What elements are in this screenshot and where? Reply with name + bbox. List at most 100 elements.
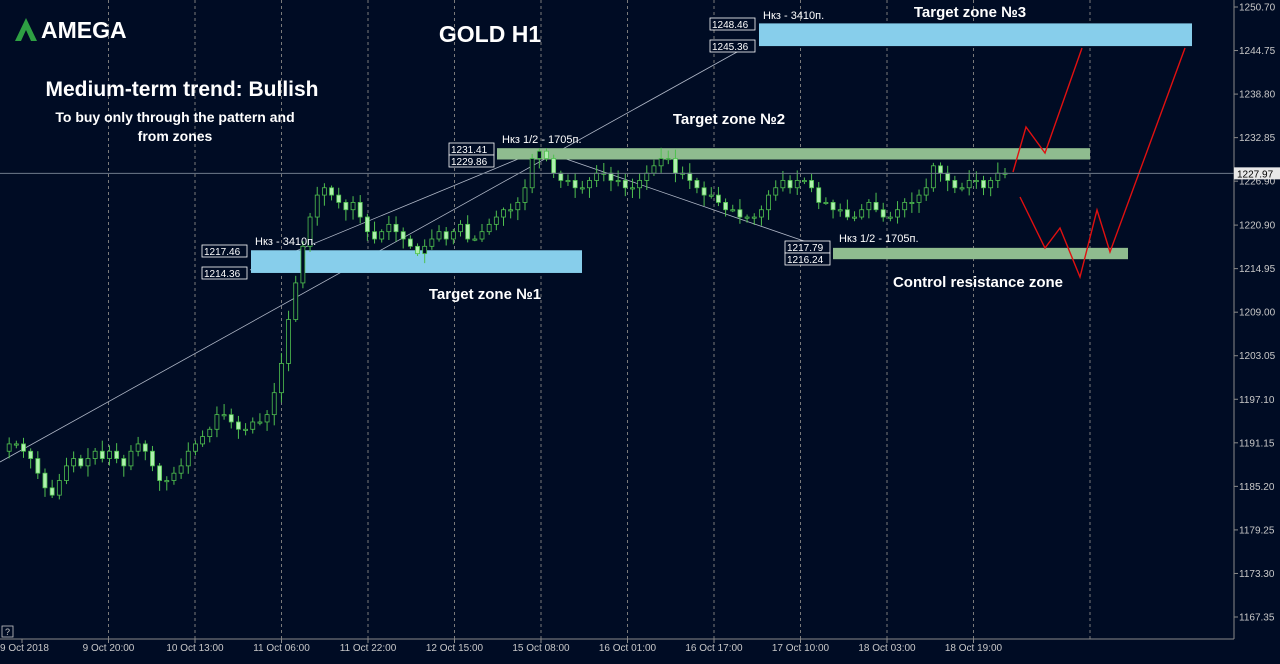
zones [251,23,1192,273]
candle-body [486,223,492,233]
candle-body [945,172,951,181]
candle-body [809,180,814,189]
y-tick-label: 1197.10 [1239,395,1275,406]
candle-body [400,231,406,240]
zone-rect [251,250,582,273]
candle-body [673,158,678,174]
y-tick-label: 1209.00 [1239,308,1276,319]
candle-body [336,194,342,203]
candle-body [522,187,528,203]
candle-body [723,202,728,211]
candle-body [56,480,62,496]
y-tick-label: 1220.90 [1239,221,1276,232]
candle-body [429,238,435,247]
candle-body [257,421,263,424]
candle-body [501,209,506,218]
candle-body [78,458,84,467]
candle-body [157,465,163,481]
candle-body [450,231,456,240]
candle-body [171,472,177,481]
candle-body [730,209,736,212]
candle-body [544,150,549,159]
candle-body [64,465,69,481]
candle-body [493,216,499,225]
zone-rect [833,247,1128,260]
trend-note-line2: from zones [138,128,213,144]
candle-body [551,158,557,174]
candle-body [608,172,614,181]
candle-body [243,428,248,431]
zone4-note: Нкз 1/2 - 1705п. [839,233,919,245]
current-price-label: 1227.97 [1237,169,1274,180]
candle-body [200,436,206,445]
logo-mark-icon [15,18,37,41]
zone3-price-labels: 1248.46 1245.36 [709,17,756,53]
candle-body [716,194,721,203]
x-tick-label: 17 Oct 10:00 [772,643,830,654]
help-icon[interactable]: ? [1,625,14,638]
zone3-title: Target zone №3 [914,4,1026,21]
candle-body [981,180,986,189]
zone4-title: Control resistance zone [893,274,1063,291]
candle-body [178,465,184,474]
zone3-top-price: 1248.46 [712,20,749,31]
candle-body [71,458,77,467]
trend-note-line1: To buy only through the pattern and [55,109,294,125]
candle-body [207,428,213,437]
candle-body [615,180,621,183]
zone2-price-labels: 1231.41 1229.86 [448,142,495,168]
zone-rect [497,148,1090,160]
candle-body [565,180,571,183]
candle-body [121,458,127,467]
candle-body [458,223,463,233]
candle-body [830,202,836,211]
candle-body [49,487,55,496]
candle-body [422,245,428,255]
candle-body [42,472,48,489]
x-tick-label: 9 Oct 2018 [0,643,49,654]
candle-body [221,414,227,417]
candle-body [508,209,514,212]
candle-body [379,231,385,240]
candle-body [658,158,664,167]
candle-body [837,209,843,212]
candle-body [142,443,148,452]
candle-body [6,443,12,452]
candle-body [816,187,822,203]
grid [108,0,1091,639]
candle-body [902,202,908,211]
candle-body [479,231,485,240]
candle-body [271,392,277,416]
forecast-path [1012,47,1186,280]
candle-body [952,180,958,189]
candle-body [343,202,349,211]
x-tick-label: 18 Oct 03:00 [858,643,916,654]
zone1-note: Нкз - 3410п. [255,236,316,248]
candle-body [28,450,34,459]
candle-body [407,238,413,247]
candle-body [923,187,929,196]
zone3-note: Нкз - 3410п. [763,10,824,22]
candle-body [85,458,91,467]
zone1-price-labels: 1217.46 1214.36 [201,244,248,280]
candle-body [988,180,994,189]
candle-body [909,202,915,205]
trend-line-secondary [249,149,541,271]
candle-body [350,202,356,211]
candle-body [21,443,26,452]
y-tick-label: 1173.30 [1239,569,1275,580]
candle-body [307,216,313,247]
x-tick-label: 10 Oct 13:00 [166,643,224,654]
candle-body [465,223,471,240]
candles [6,147,1008,500]
zone-rect [759,23,1192,47]
candle-body [880,209,886,218]
candle-body [357,202,363,218]
svg-text:?: ? [5,627,10,637]
candle-body [694,180,700,189]
candle-body [959,187,965,190]
x-tick-label: 16 Oct 17:00 [685,643,743,654]
candle-body [773,187,779,196]
candle-body [637,180,643,189]
